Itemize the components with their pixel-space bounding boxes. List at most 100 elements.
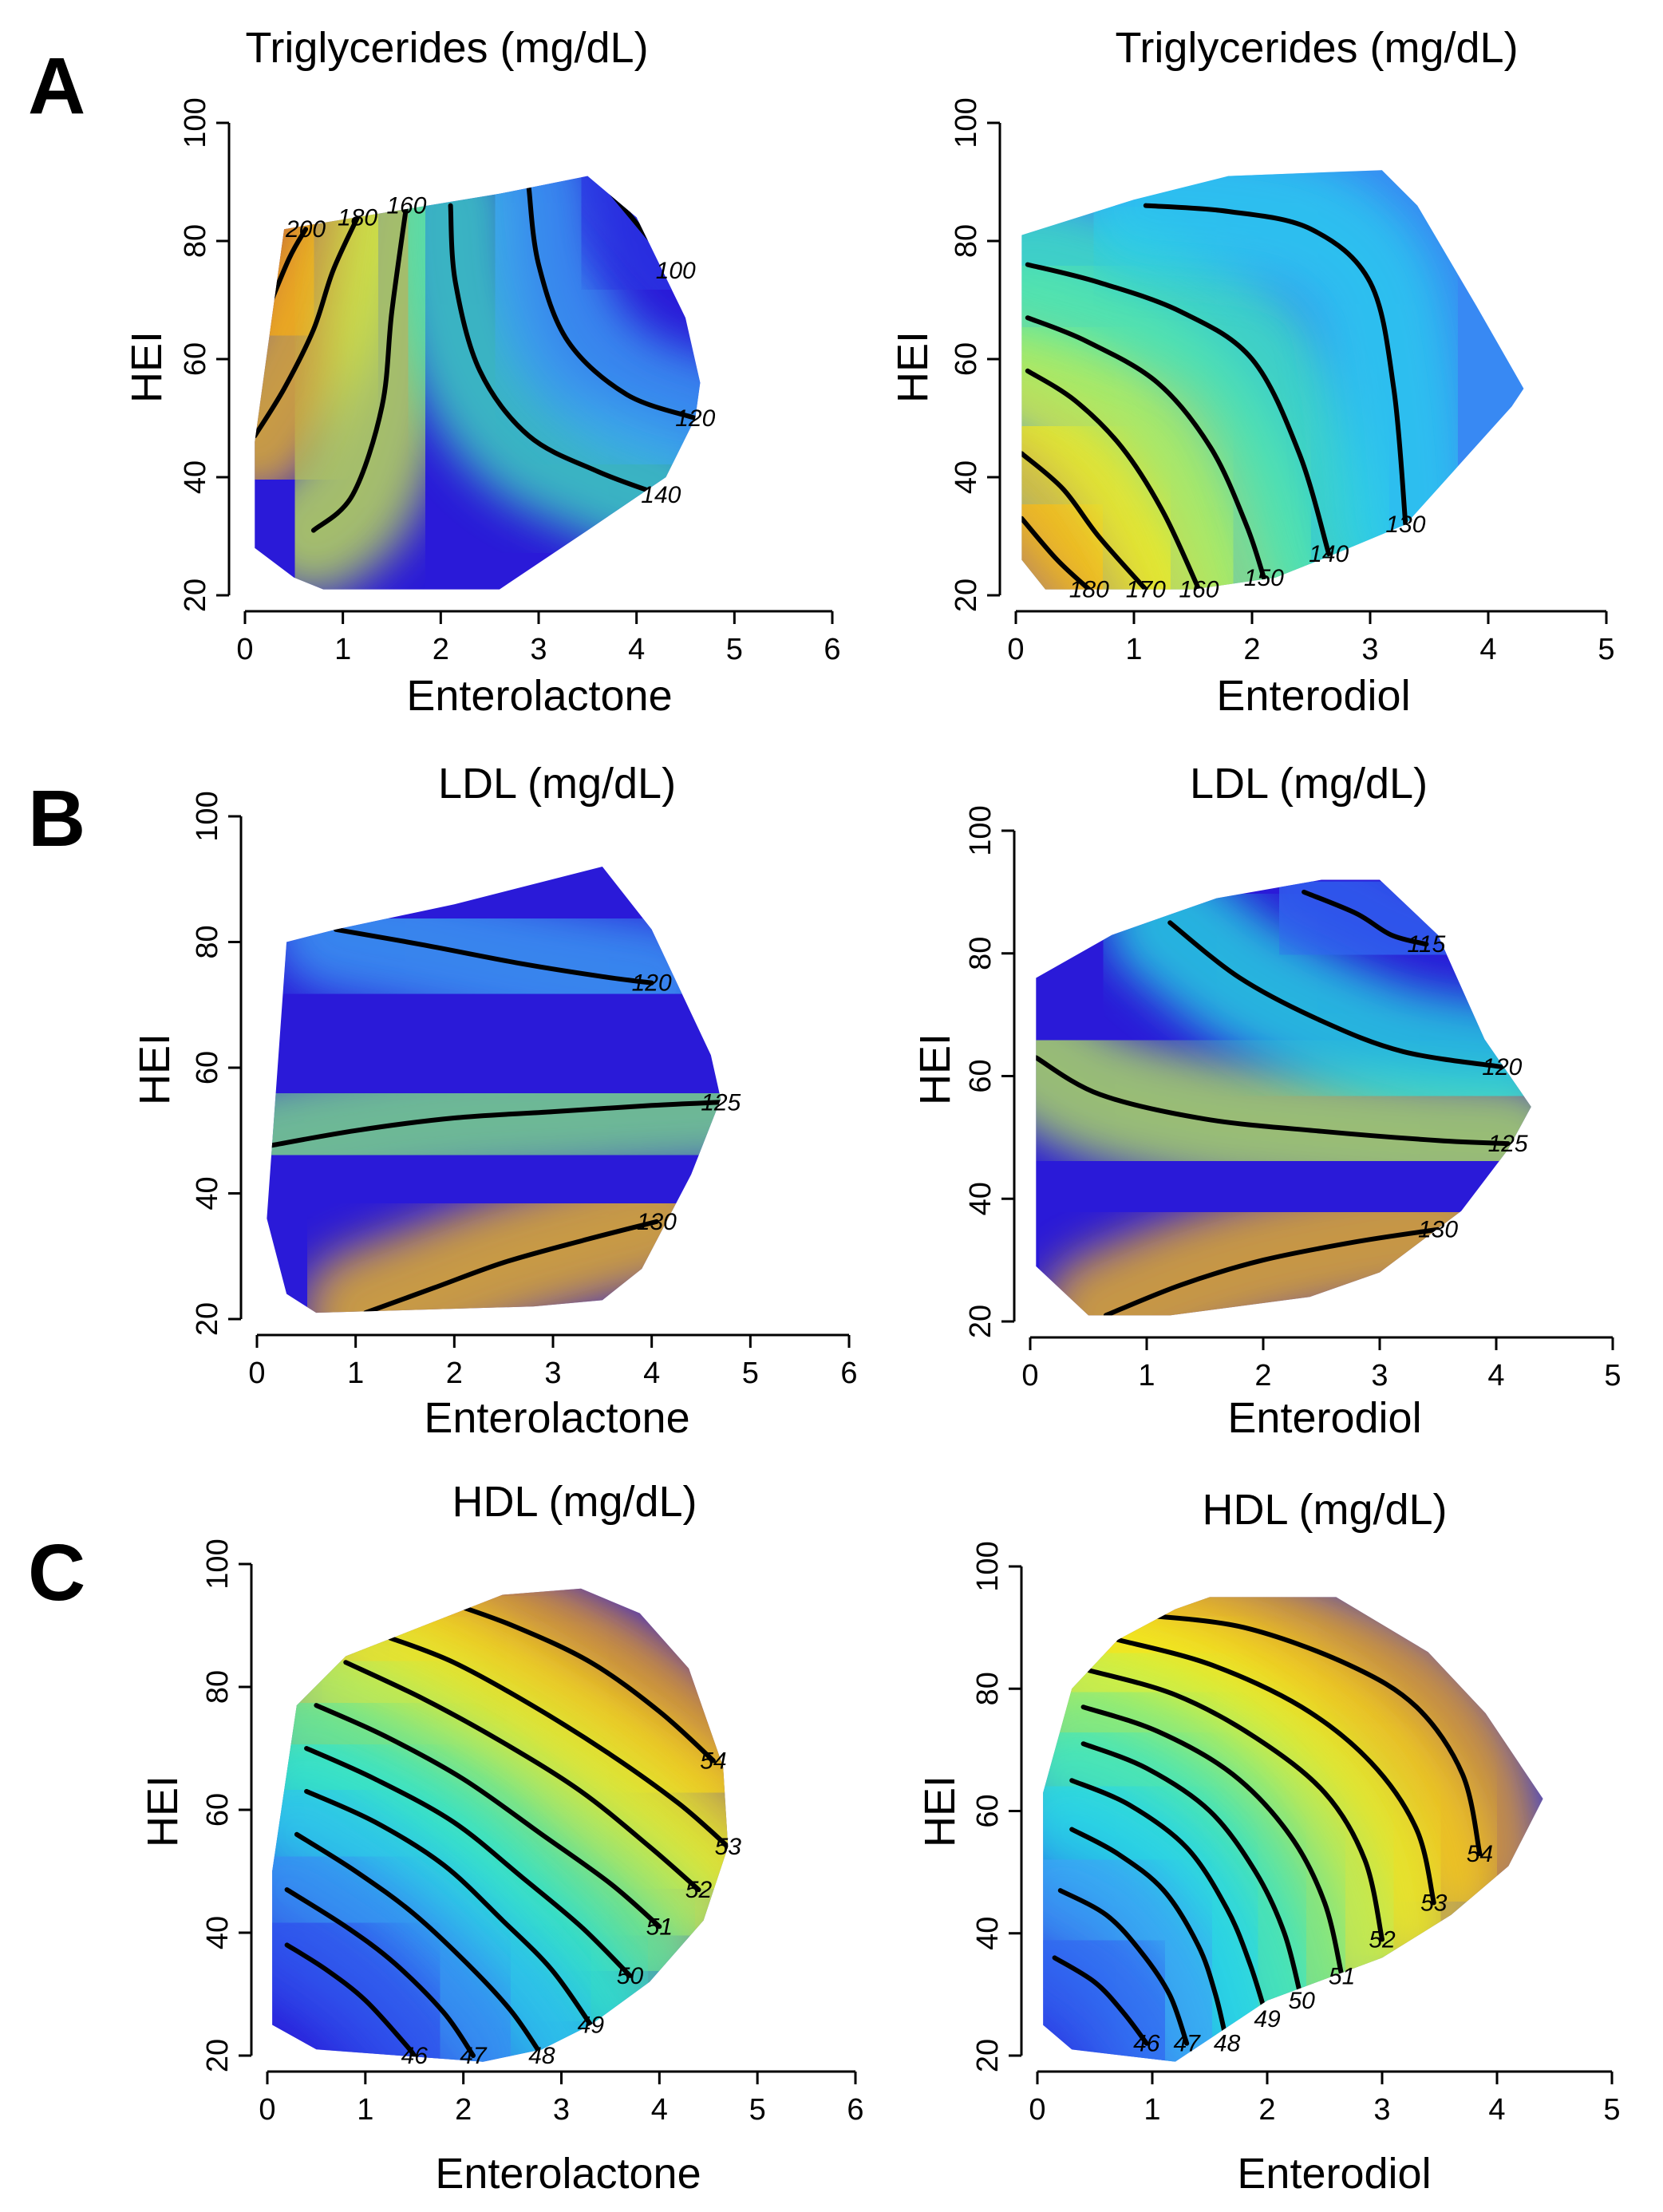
y-tick-label: 40: [201, 1916, 235, 1949]
contour-line-52: [343, 1660, 701, 1893]
contour-label: 115: [1407, 931, 1445, 958]
contour-line-51: [1080, 1704, 1345, 1979]
x-tick-label: 0: [1021, 1359, 1038, 1392]
contour-line-49: [304, 1788, 594, 2028]
y-tick-label: 20: [971, 2039, 1005, 2072]
x-tick-label: 1: [334, 633, 351, 666]
contour-label: 120: [675, 405, 715, 432]
contour-label: 47: [1174, 2031, 1202, 2057]
y-tick-label: 40: [950, 460, 983, 494]
contour-label: 49: [1254, 2006, 1281, 2032]
x-tick-label: 2: [1258, 2093, 1275, 2127]
contour-label: 140: [1309, 541, 1349, 567]
y-tick-label: 80: [950, 224, 983, 258]
contour-line-140: [448, 203, 664, 498]
y-tick-label: 20: [950, 579, 983, 612]
contour-line-48: [1069, 1827, 1230, 2046]
y-tick-label: 20: [191, 1302, 224, 1336]
x-tick-label: 0: [259, 2093, 275, 2127]
x-tick-label: 2: [1254, 1359, 1271, 1392]
chart-title: Triglycerides (mg/dL): [245, 24, 648, 72]
y-axis-label: HEI: [131, 1033, 179, 1105]
y-tick-label: 60: [971, 1794, 1005, 1827]
contour-line-54: [441, 1598, 716, 1764]
contour-line-47: [1057, 1888, 1190, 2046]
x-tick-label: 3: [530, 633, 547, 666]
x-tick-label: 3: [544, 1357, 561, 1390]
contour-line-53: [387, 1635, 729, 1850]
y-tick-label: 60: [950, 342, 983, 376]
contour-label: 52: [685, 1877, 713, 1903]
contour-label: 150: [1244, 565, 1284, 591]
contour-line-160: [1025, 368, 1202, 590]
x-axis-label: Enterodiol: [1227, 1394, 1421, 1442]
contour-line-48: [294, 1831, 544, 2058]
contour-label: 47: [460, 2043, 488, 2069]
contour-label: 50: [617, 1963, 644, 1989]
contour-label: 51: [646, 1914, 673, 1940]
y-tick-label: 60: [201, 1793, 235, 1827]
contour-line-46: [284, 1942, 417, 2058]
x-tick-label: 4: [1488, 2093, 1505, 2127]
y-tick-label: 80: [179, 224, 212, 258]
chart-triglycerides-enterodiol: Triglycerides (mg/dL) Enterodiol HEI 130…: [889, 24, 1615, 720]
chart-ldl-enterodiol: LDL (mg/dL) Enterodiol HEI 1151201251300…: [911, 760, 1622, 1442]
contour-line-170: [1021, 451, 1148, 590]
contour-line-150: [1025, 315, 1266, 580]
x-tick-label: 3: [1373, 2093, 1390, 2127]
contour-label: 52: [1369, 1926, 1396, 1953]
x-tick-label: 6: [840, 1357, 857, 1390]
y-tick-label: 20: [964, 1305, 997, 1338]
contour-label: 200: [285, 216, 326, 243]
x-tick-label: 4: [643, 1357, 660, 1390]
x-tick-label: 5: [726, 633, 743, 666]
y-tick-label: 20: [179, 579, 212, 612]
contour-line-50: [1080, 1741, 1305, 2003]
x-tick-label: 4: [1487, 1359, 1504, 1392]
contour-line-130: [1103, 1226, 1440, 1316]
y-tick-label: 60: [179, 342, 212, 376]
contour-label: 49: [578, 2013, 605, 2039]
chart-title: HDL (mg/dL): [1202, 1486, 1447, 1534]
y-tick-label: 100: [950, 97, 983, 148]
x-axis-label: Enterodiol: [1216, 672, 1410, 720]
chart-ldl-enterolactone: LDL (mg/dL) Enterolactone HEI 1201251300…: [131, 760, 858, 1442]
x-tick-label: 2: [446, 1357, 463, 1390]
y-tick-label: 40: [971, 1917, 1005, 1950]
contour-label: 51: [1329, 1963, 1355, 1989]
x-tick-label: 5: [1604, 1359, 1621, 1392]
contour-label: 46: [1133, 2031, 1160, 2057]
x-tick-label: 6: [824, 633, 840, 666]
y-axis-label: HEI: [889, 331, 937, 403]
contour-label: 180: [1069, 577, 1109, 603]
x-tick-label: 5: [1598, 633, 1614, 666]
x-tick-label: 0: [236, 633, 253, 666]
contour-line-120: [333, 926, 654, 986]
y-tick-label: 100: [191, 791, 224, 841]
x-tick-label: 2: [1243, 633, 1260, 666]
x-tick-label: 3: [1361, 633, 1378, 666]
contour-label: 50: [1289, 1988, 1316, 2014]
y-tick-label: 40: [964, 1182, 997, 1215]
contour-line-52: [1086, 1668, 1385, 1942]
contour-line-120: [526, 185, 698, 421]
x-tick-label: 5: [1603, 2093, 1620, 2127]
x-tick-label: 4: [628, 633, 645, 666]
contour-line-125: [1036, 1055, 1511, 1147]
x-tick-label: 3: [553, 2093, 570, 2127]
contour-label: 120: [1482, 1054, 1522, 1080]
y-tick-label: 40: [179, 460, 212, 494]
contour-line-51: [314, 1703, 662, 1930]
y-tick-label: 80: [964, 937, 997, 970]
contour-line-140: [1025, 262, 1332, 557]
contour-label: 100: [656, 258, 696, 284]
contour-line-130: [363, 1219, 659, 1313]
contour-line-53: [1115, 1637, 1436, 1906]
contour-label: 130: [1385, 512, 1425, 538]
chart-hdl-enterodiol: HDL (mg/dL) Enterodiol HEI 5453525150494…: [916, 1486, 1621, 2198]
panel-label-a: A: [28, 41, 85, 131]
y-tick-label: 80: [191, 925, 224, 958]
x-tick-label: 1: [1125, 633, 1142, 666]
x-axis-label: Enterolactone: [424, 1394, 689, 1442]
x-axis-label: Enterolactone: [406, 672, 672, 720]
